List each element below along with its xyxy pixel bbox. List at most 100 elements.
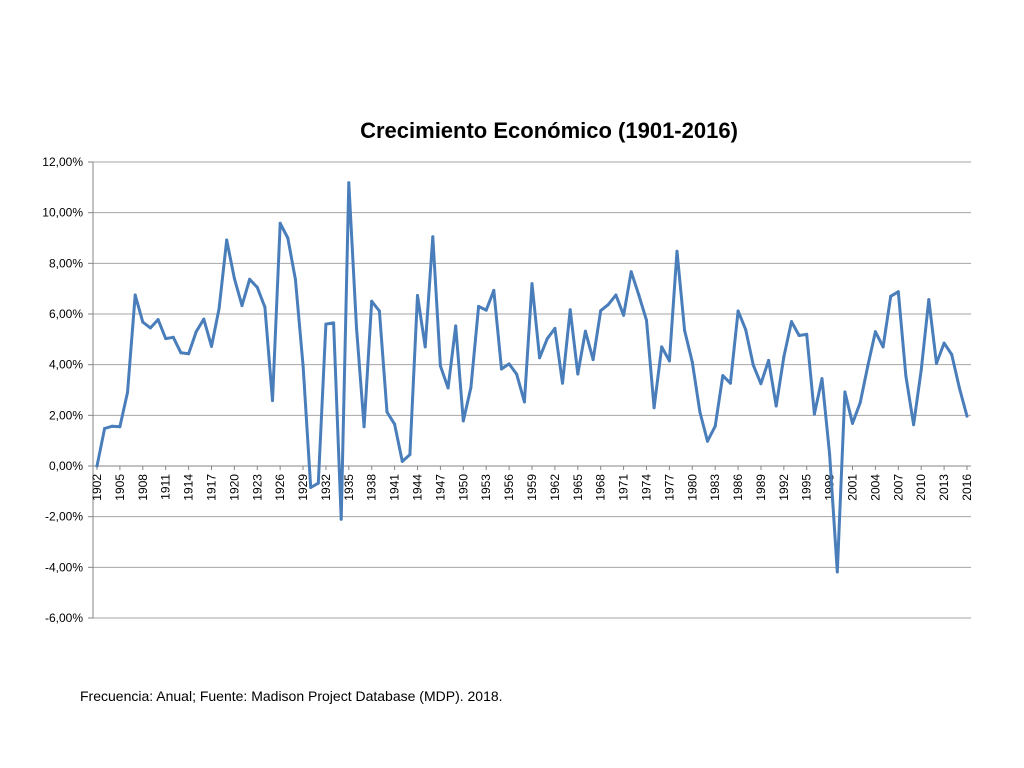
data-point — [217, 306, 221, 310]
data-point — [263, 305, 267, 309]
data-point — [416, 294, 419, 297]
x-tick-label: 2004 — [868, 474, 882, 501]
x-tick-label: 1923 — [250, 474, 264, 501]
data-point — [782, 355, 786, 359]
data-point — [454, 324, 458, 328]
series-layer — [95, 181, 969, 574]
x-tick-label: 1968 — [594, 474, 608, 501]
data-point — [599, 309, 603, 313]
data-point — [316, 481, 320, 485]
data-point — [393, 422, 397, 426]
x-tick-label: 1920 — [227, 474, 241, 501]
data-point — [500, 367, 503, 371]
data-point — [362, 425, 366, 429]
x-tick-label: 1962 — [548, 474, 562, 501]
x-tick-label: 2001 — [846, 474, 860, 501]
data-point — [278, 221, 282, 225]
data-point — [667, 359, 671, 363]
x-tick-label: 1908 — [136, 474, 150, 501]
data-point — [248, 277, 252, 281]
data-point — [377, 309, 381, 313]
data-point — [828, 452, 832, 456]
data-point — [95, 464, 99, 468]
x-tick-label: 1929 — [296, 474, 310, 501]
data-point — [370, 299, 374, 303]
data-point — [477, 304, 481, 308]
x-tick-label: 1971 — [617, 474, 631, 501]
x-tick-label: 1917 — [204, 474, 218, 501]
x-tick-label: 2007 — [891, 474, 905, 501]
x-tick-label: 1977 — [662, 474, 676, 501]
data-point — [706, 439, 709, 443]
source-note: Frecuencia: Anual; Fuente: Madison Proje… — [80, 688, 503, 704]
data-point — [286, 236, 290, 240]
x-tick-label: 1998 — [823, 474, 837, 501]
data-point — [576, 372, 580, 376]
data-point — [461, 419, 465, 423]
data-point — [942, 341, 946, 345]
data-point — [530, 282, 534, 286]
data-point — [873, 330, 877, 334]
x-tick-label: 1941 — [388, 474, 402, 501]
x-tick-label: 1950 — [456, 474, 470, 501]
data-point — [896, 290, 900, 294]
x-tick-label: 1989 — [754, 474, 768, 501]
data-point — [202, 317, 206, 321]
data-point — [904, 374, 908, 378]
x-axis-ticks: 1902 1905 1908 1911 1914 1917 1920 1923 1926 1929… — [90, 466, 974, 501]
data-point — [812, 412, 816, 416]
data-point — [606, 303, 610, 307]
x-tick-label: 1959 — [525, 474, 539, 501]
x-tick-label: 1944 — [411, 474, 425, 501]
x-tick-label: 2016 — [960, 474, 974, 501]
data-point — [255, 285, 259, 289]
data-point — [232, 277, 236, 280]
data-point — [492, 288, 496, 292]
data-point — [736, 309, 740, 313]
data-point — [301, 364, 305, 368]
y-tick-label: -2,00% — [45, 510, 83, 524]
x-tick-label: 1947 — [433, 474, 447, 501]
data-point — [614, 293, 618, 297]
data-point — [446, 386, 450, 390]
data-point — [866, 364, 870, 368]
data-point — [408, 453, 412, 457]
data-point — [385, 410, 389, 414]
data-point — [553, 326, 557, 330]
data-point — [438, 364, 442, 368]
x-tick-label: 1911 — [159, 474, 173, 500]
y-tick-label: -6,00% — [45, 611, 83, 625]
data-point — [423, 345, 427, 349]
data-point — [652, 406, 656, 410]
x-tick-label: 1914 — [182, 474, 196, 501]
data-point — [568, 308, 572, 312]
x-tick-label: 1965 — [571, 474, 585, 501]
data-point — [645, 318, 648, 322]
x-tick-label: 1983 — [708, 474, 722, 501]
data-point — [713, 424, 717, 428]
x-tick-label: 1992 — [777, 474, 791, 501]
data-point — [355, 326, 358, 330]
x-tick-label: 1932 — [319, 474, 333, 501]
data-point — [690, 360, 694, 364]
y-tick-label: 4,00% — [49, 358, 83, 372]
data-point — [240, 304, 244, 308]
data-point — [484, 308, 488, 312]
data-point — [309, 486, 313, 489]
data-point — [751, 363, 755, 367]
data-point — [431, 235, 435, 239]
y-tick-label: 6,00% — [49, 307, 83, 321]
x-tick-label: 1995 — [800, 474, 814, 501]
data-point — [347, 181, 351, 185]
data-point — [332, 321, 336, 325]
x-tick-label: 1935 — [342, 474, 356, 501]
x-tick-label: 1974 — [639, 474, 653, 501]
x-tick-label: 1986 — [731, 474, 745, 501]
data-point — [103, 427, 107, 430]
data-point — [881, 345, 885, 349]
y-tick-label: 8,00% — [49, 256, 83, 270]
data-point — [164, 337, 168, 341]
data-point — [210, 344, 213, 348]
x-tick-label: 1902 — [90, 474, 104, 501]
